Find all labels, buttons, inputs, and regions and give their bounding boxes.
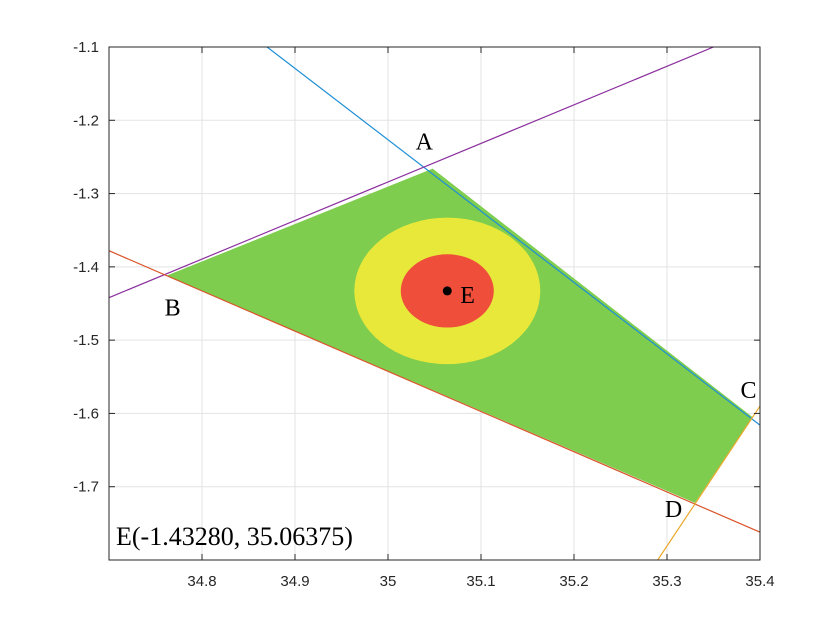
x-tick-label: 35.4 — [745, 573, 774, 590]
point-labels: A B C D E — [165, 130, 757, 523]
point-label-a: A — [416, 130, 434, 156]
y-tick-label: -1.4 — [73, 259, 99, 276]
x-tick-label: 34.9 — [280, 573, 309, 590]
point-label-c: C — [741, 378, 757, 404]
y-tick-label: -1.3 — [73, 186, 99, 203]
point-label-e: E — [460, 283, 475, 309]
boundary-line — [109, 47, 714, 299]
x-tick-label: 35.1 — [466, 573, 495, 590]
x-tick-label: 35.3 — [652, 573, 681, 590]
y-tick-label: -1.5 — [73, 332, 99, 349]
coordinate-annotation: E(-1.43280, 35.06375) — [116, 522, 353, 551]
x-tick-label: 35.2 — [559, 573, 588, 590]
y-tick-label: -1.6 — [73, 405, 99, 422]
point-label-b: B — [165, 296, 181, 322]
boundary-lines — [109, 47, 760, 560]
boundary-line — [109, 250, 760, 533]
boundary-line — [657, 405, 760, 560]
x-tick-label: 34.8 — [187, 573, 216, 590]
boundary-line — [266, 47, 760, 426]
axis-ticks: 34.8 34.9 35 35.1 35.2 35.3 35.4 -1.1 -1.2 -1.3 -1… — [73, 39, 774, 590]
point-label-d: D — [665, 497, 682, 523]
y-tick-label: -1.1 — [73, 39, 99, 56]
point-e-marker — [442, 286, 452, 296]
axes-box — [108, 46, 761, 561]
y-tick-label: -1.2 — [73, 112, 99, 129]
x-tick-label: 35 — [380, 573, 397, 590]
y-tick-label: -1.7 — [73, 479, 99, 496]
